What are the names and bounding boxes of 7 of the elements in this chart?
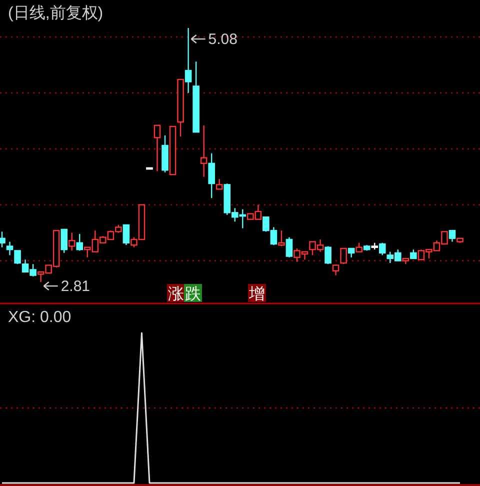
text: 跌 — [185, 286, 201, 303]
text: 涨 — [168, 285, 184, 303]
chart-title: (日线,前复权) — [8, 4, 104, 22]
annotation: 2.81 — [60, 278, 90, 295]
annotation: 5.08 — [208, 31, 238, 48]
text: 增 — [248, 286, 265, 303]
chart-title: XG: 0.00 — [8, 309, 72, 326]
